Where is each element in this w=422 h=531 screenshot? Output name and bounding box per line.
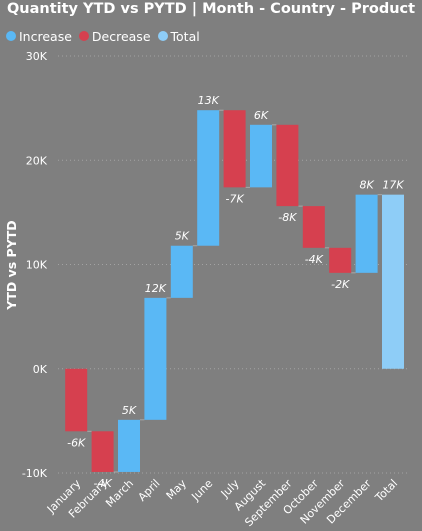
legend-item-increase[interactable]: Increase [6,29,72,44]
bar-march[interactable] [118,419,140,472]
bar-june[interactable] [197,110,220,246]
data-label: 8K [359,179,374,192]
bar-october[interactable] [302,206,325,248]
bar-april[interactable] [144,297,167,420]
y-tick-label: 20K [26,154,48,167]
legend-decrease-marker [78,31,89,41]
y-tick-label: 10K [26,259,48,272]
legend-total-marker [157,31,168,41]
data-label: 12K [145,282,167,295]
x-tick-label: April [136,477,163,504]
chart-title: Quantity YTD vs PYTD | Month - Country -… [6,1,416,17]
bar-december[interactable] [355,194,378,273]
x-tick-label: Total [372,477,400,505]
legend-decrease-label: Decrease [91,28,151,44]
y-axis-ticks: -10K 0K 10K 20K 30K [22,50,48,480]
y-tick-label: -10K [22,467,48,480]
data-label: 13K [198,94,220,107]
x-tick-label: May [164,477,190,503]
connectors [87,109,382,473]
y-tick-label: 30K [26,50,48,63]
bar-september[interactable] [276,124,299,207]
legend-item-total[interactable]: Total [157,28,200,44]
legend-increase-label: Increase [19,28,72,44]
bars [65,110,404,472]
bar-july[interactable] [223,110,246,188]
data-label: -4K [94,477,113,490]
data-label: -6K [67,436,86,449]
bar-november[interactable] [329,247,352,273]
legend-item-decrease[interactable]: Decrease [78,28,151,44]
bar-february[interactable] [91,431,114,472]
y-axis-title: YTD vs PYTD [4,220,19,310]
y-tick-label: 0K [33,363,48,376]
bar-may[interactable] [170,245,193,298]
x-tick-label: June [188,477,215,504]
bar-total[interactable] [382,194,404,369]
data-label: 6K [254,109,269,122]
data-label: -8K [278,211,297,224]
data-label: 5K [175,230,190,243]
bar-august[interactable] [250,124,272,188]
legend: Increase Decrease Total [6,28,207,44]
data-label: -4K [305,253,324,266]
data-label: -2K [331,278,350,291]
data-label: 5K [122,404,137,417]
data-labels: -6K -4K 5K 12K 5K 13K -7K 6K -8K -4K -2K 8K 17K [67,94,404,490]
data-label: 17K [382,179,404,192]
bar-january[interactable] [65,368,88,432]
legend-total-label: Total [170,28,200,44]
legend-increase-marker [6,31,16,41]
data-label: -7K [226,192,245,205]
